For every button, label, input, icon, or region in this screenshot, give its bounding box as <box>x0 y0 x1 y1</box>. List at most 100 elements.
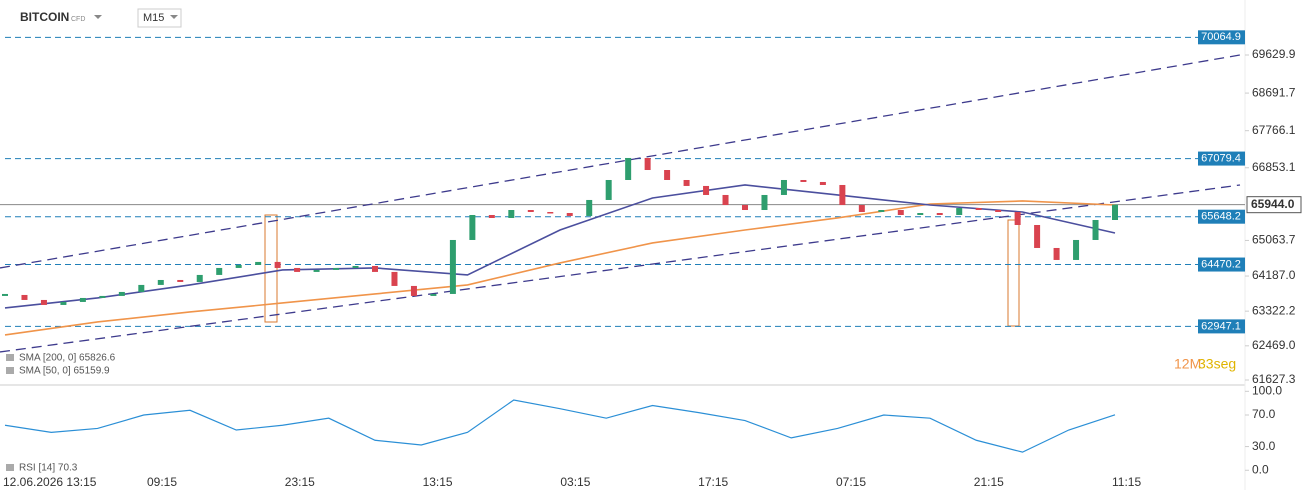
candle <box>605 179 612 200</box>
range-box <box>264 214 278 323</box>
candle <box>157 279 164 285</box>
level-tag[interactable] <box>1198 319 1245 334</box>
dropdown-arrow[interactable] <box>94 15 102 19</box>
x-tick-label: 21:15 <box>974 475 1004 489</box>
legend-entry: SMA [200, 0] 65826.6 <box>19 353 116 364</box>
level-tag[interactable] <box>1198 30 1245 45</box>
y-tick-label: 30.0 <box>1252 439 1276 453</box>
candle <box>995 210 1002 212</box>
candle <box>1112 204 1118 220</box>
range-box <box>1007 219 1020 327</box>
y-tick-label: 65063.7 <box>1252 233 1296 247</box>
level-label: 70064.9 <box>1201 31 1241 43</box>
candle <box>683 179 690 186</box>
current-price-label: 65944.0 <box>1251 197 1295 211</box>
legend-icon[interactable] <box>6 464 14 471</box>
candle <box>313 269 320 272</box>
candle <box>196 274 203 282</box>
candle <box>235 264 242 268</box>
x-tick-label: 11:15 <box>1112 475 1141 489</box>
x-tick-label: 12.06.2026 13:15 <box>3 475 97 489</box>
candle <box>391 271 398 286</box>
candle <box>800 179 807 182</box>
candle <box>118 291 125 296</box>
y-tick-label: 70.0 <box>1252 407 1276 421</box>
candle <box>878 210 885 212</box>
candle <box>1073 239 1080 260</box>
x-tick-label: 17:15 <box>698 475 728 489</box>
candle <box>625 157 632 180</box>
legend-icon[interactable] <box>6 367 14 374</box>
candle <box>138 284 145 292</box>
legend-icon[interactable] <box>6 354 14 361</box>
candle <box>333 267 340 270</box>
trendline <box>0 184 1241 353</box>
candle <box>508 210 515 219</box>
x-tick-label: 09:15 <box>147 475 177 489</box>
candle <box>40 299 47 305</box>
y-tick-label: 62469.0 <box>1252 338 1296 352</box>
level-tag[interactable] <box>1198 257 1245 272</box>
candle <box>566 213 573 216</box>
candle <box>742 205 748 211</box>
instrument[interactable]: BITCOIN <box>20 10 69 24</box>
candle <box>469 214 476 240</box>
candle <box>177 279 184 282</box>
candle <box>897 210 904 215</box>
level-label: 67079.4 <box>1201 152 1241 164</box>
candle <box>839 184 846 206</box>
dropdown-arrow[interactable] <box>170 15 178 19</box>
level-label: 64470.2 <box>1201 258 1241 270</box>
candle <box>547 211 554 214</box>
candle <box>819 181 826 185</box>
candle <box>60 301 67 305</box>
candle <box>1092 219 1099 240</box>
candle <box>703 185 710 195</box>
candle <box>780 179 787 195</box>
x-tick-label: 03:15 <box>560 475 590 489</box>
y-tick-label: 67766.1 <box>1252 123 1296 137</box>
candle <box>527 210 534 212</box>
candle <box>21 294 28 300</box>
candle <box>586 199 593 216</box>
candle <box>761 194 768 211</box>
level-tag[interactable] <box>1198 151 1245 166</box>
trendline <box>0 54 1241 269</box>
candle <box>956 208 963 215</box>
level-tag[interactable] <box>1198 209 1245 224</box>
candle <box>274 261 281 268</box>
countdown-seconds: 33seg <box>1198 356 1236 372</box>
candle <box>488 214 495 219</box>
candle <box>294 267 301 272</box>
y-tick-label: 0.0 <box>1252 462 1269 476</box>
candle <box>1014 211 1021 225</box>
timeframe-button[interactable] <box>137 8 182 28</box>
candle <box>79 297 86 302</box>
y-tick-label: 66853.1 <box>1252 160 1296 174</box>
level-label: 62947.1 <box>1201 320 1241 332</box>
candle <box>99 295 106 298</box>
candle <box>975 208 982 211</box>
y-tick-label: 63322.2 <box>1252 303 1296 317</box>
candle <box>936 213 943 215</box>
rsi-line <box>4 399 1116 453</box>
candle <box>644 157 651 171</box>
timeframe[interactable]: M15 <box>143 12 164 24</box>
candle <box>352 265 359 268</box>
candle <box>722 194 729 206</box>
y-tick-label: 64187.0 <box>1252 268 1296 282</box>
x-tick-label: 23:15 <box>285 475 315 489</box>
candle <box>1053 247 1060 260</box>
x-tick-label: 07:15 <box>836 475 866 489</box>
y-tick-label: 68691.7 <box>1252 85 1296 99</box>
level-label: 65648.2 <box>1201 211 1241 223</box>
candle <box>216 267 223 275</box>
candle <box>430 293 437 296</box>
instrument-type: CFD <box>71 16 85 23</box>
x-tick-label: 13:15 <box>423 475 453 489</box>
candle <box>410 285 417 296</box>
legend-entry: SMA [50, 0] 65159.9 <box>19 366 110 377</box>
